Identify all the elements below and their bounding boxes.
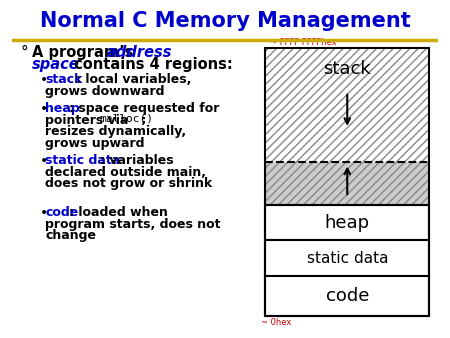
Bar bbox=[266, 48, 429, 316]
Text: code: code bbox=[325, 287, 369, 306]
Text: OS someprevents accesses
between
stack and heap (gray hash
lines).: OS someprevents accesses between stack a… bbox=[270, 255, 412, 299]
Text: ;: ; bbox=[136, 114, 146, 127]
Text: program starts, does not: program starts, does not bbox=[45, 218, 220, 231]
Bar bbox=[266, 48, 429, 162]
Text: declared outside main,: declared outside main, bbox=[45, 166, 206, 179]
Bar bbox=[266, 162, 429, 205]
Text: resizes dynamically,: resizes dynamically, bbox=[45, 125, 186, 139]
Text: does not grow or shrink: does not grow or shrink bbox=[45, 177, 212, 190]
Text: grows upward: grows upward bbox=[45, 137, 144, 150]
Text: heap: heap bbox=[45, 102, 80, 115]
Text: °: ° bbox=[21, 45, 29, 60]
Text: ~ FFFF FFFFhex: ~ FFFF FFFFhex bbox=[270, 38, 337, 47]
Text: : variables: : variables bbox=[99, 154, 173, 167]
Text: space: space bbox=[32, 57, 79, 72]
Text: grows downward: grows downward bbox=[45, 85, 165, 98]
Text: ~ 0hex: ~ 0hex bbox=[261, 318, 292, 327]
Text: pointers via: pointers via bbox=[45, 114, 133, 127]
Text: static data: static data bbox=[306, 251, 388, 266]
Text: stack: stack bbox=[324, 60, 371, 78]
Text: : local variables,: : local variables, bbox=[76, 73, 191, 87]
Text: •: • bbox=[40, 206, 48, 220]
Text: heap: heap bbox=[325, 214, 370, 232]
Text: : loaded when: : loaded when bbox=[69, 206, 168, 219]
Text: malloc(): malloc() bbox=[99, 114, 153, 124]
Text: stack: stack bbox=[45, 73, 82, 87]
Text: Normal C Memory Management: Normal C Memory Management bbox=[40, 11, 410, 31]
Text: static data: static data bbox=[45, 154, 121, 167]
Bar bbox=[266, 240, 429, 276]
Text: A program’s: A program’s bbox=[32, 45, 138, 60]
Text: : space requested for: : space requested for bbox=[68, 102, 219, 115]
Text: •: • bbox=[40, 102, 48, 116]
Text: address: address bbox=[107, 45, 173, 60]
Text: •: • bbox=[40, 154, 48, 168]
Text: •: • bbox=[40, 73, 48, 88]
Text: code: code bbox=[45, 206, 78, 219]
Text: contains 4 regions:: contains 4 regions: bbox=[69, 57, 233, 72]
Text: change: change bbox=[45, 230, 96, 242]
Bar bbox=[266, 205, 429, 240]
Bar bbox=[266, 276, 429, 316]
